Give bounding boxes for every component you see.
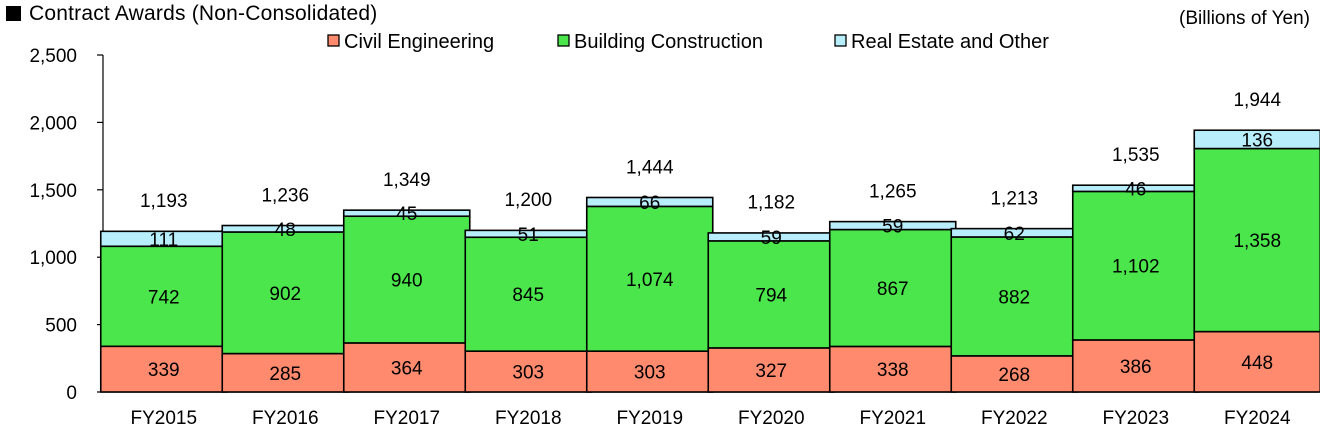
bar-segment: [1193, 129, 1320, 150]
data-label: 882: [998, 287, 1030, 308]
legend-swatch: [327, 34, 340, 47]
total-label: 1,349: [383, 170, 431, 191]
legend-swatch: [834, 34, 847, 47]
total-label: 1,265: [869, 181, 917, 202]
data-label: 338: [877, 360, 909, 381]
data-label: 1,358: [1233, 231, 1281, 252]
x-tick-label: FY2019: [616, 408, 683, 426]
total-label: 1,182: [747, 193, 795, 214]
bar-segment: [99, 245, 228, 348]
bar-segment: [707, 240, 836, 349]
total-label: 1,200: [504, 190, 552, 211]
data-label: 845: [512, 285, 544, 306]
bar-segment: [1193, 147, 1320, 333]
data-label: 46: [1125, 179, 1146, 200]
x-tick-label: FY2016: [252, 408, 319, 426]
x-tick-label: FY2020: [738, 408, 805, 426]
data-label: 303: [512, 363, 544, 384]
x-tick-label: FY2022: [981, 408, 1048, 426]
x-tick-label: FY2024: [1224, 408, 1291, 426]
bar-segment: [342, 215, 471, 344]
total-label: 1,213: [990, 188, 1038, 209]
legend-label: Building Construction: [574, 31, 763, 53]
y-tick-label: 2,000: [29, 113, 77, 134]
title-square-icon: [6, 6, 21, 21]
bar-segment: [342, 209, 471, 218]
x-tick-label: FY2023: [1102, 408, 1169, 426]
total-label: 1,444: [626, 157, 674, 178]
data-label: 339: [148, 360, 180, 381]
data-label: 327: [755, 361, 787, 382]
data-label: 742: [148, 287, 180, 308]
x-tick-label: FY2021: [859, 408, 926, 426]
legend-swatch: [557, 34, 570, 47]
total-label: 1,193: [140, 191, 188, 212]
unit-label: (Billions of Yen): [1179, 8, 1310, 29]
data-label: 794: [755, 285, 787, 306]
bar-segment: [1071, 190, 1200, 341]
y-tick-label: 1,000: [29, 248, 77, 269]
data-label: 867: [877, 279, 909, 300]
bar-segment: [585, 196, 714, 208]
total-label: 1,535: [1112, 145, 1160, 166]
data-label: 285: [269, 364, 301, 385]
y-tick-label: 500: [45, 316, 77, 337]
data-label: 940: [391, 271, 423, 292]
bar-segment: [221, 352, 350, 393]
bar-segment: [707, 347, 836, 393]
data-label: 59: [761, 228, 782, 249]
chart-title-text: Contract Awards (Non-Consolidated): [29, 2, 378, 25]
bar-segment: [221, 231, 350, 355]
data-label: 59: [882, 217, 903, 238]
data-label: 111: [149, 230, 178, 251]
legend-label: Real Estate and Other: [851, 31, 1049, 53]
bar-segment: [464, 350, 593, 393]
data-label: 386: [1120, 357, 1152, 378]
bar-segment: [585, 205, 714, 352]
chart-title: Contract Awards (Non-Consolidated): [6, 2, 377, 26]
data-label: 268: [998, 365, 1030, 386]
x-tick-label: FY2015: [130, 408, 197, 426]
data-label: 45: [396, 204, 417, 225]
legend-label: Civil Engineering: [344, 31, 494, 53]
data-label: 448: [1241, 353, 1273, 374]
bar-segment: [828, 345, 957, 393]
total-label: 1,236: [261, 185, 309, 206]
data-label: 364: [391, 358, 423, 379]
data-label: 1,102: [1112, 257, 1160, 278]
y-tick-label: 1,500: [29, 181, 77, 202]
data-label: 62: [1004, 224, 1025, 245]
total-label: 1,944: [1233, 90, 1281, 111]
bar-segment: [585, 350, 714, 393]
bar-segment: [464, 236, 593, 352]
data-label: 1,074: [626, 270, 674, 291]
x-tick-label: FY2017: [373, 408, 440, 426]
x-tick-label: FY2018: [495, 408, 562, 426]
data-label: 303: [634, 363, 666, 384]
data-label: 48: [275, 220, 296, 241]
data-label: 902: [269, 284, 301, 305]
y-tick-label: 0: [66, 383, 77, 404]
y-tick-label: 2,500: [29, 46, 77, 67]
bar-segment: [828, 220, 957, 231]
data-label: 51: [518, 225, 539, 246]
data-label: 66: [639, 193, 660, 214]
data-label: 136: [1241, 130, 1273, 151]
